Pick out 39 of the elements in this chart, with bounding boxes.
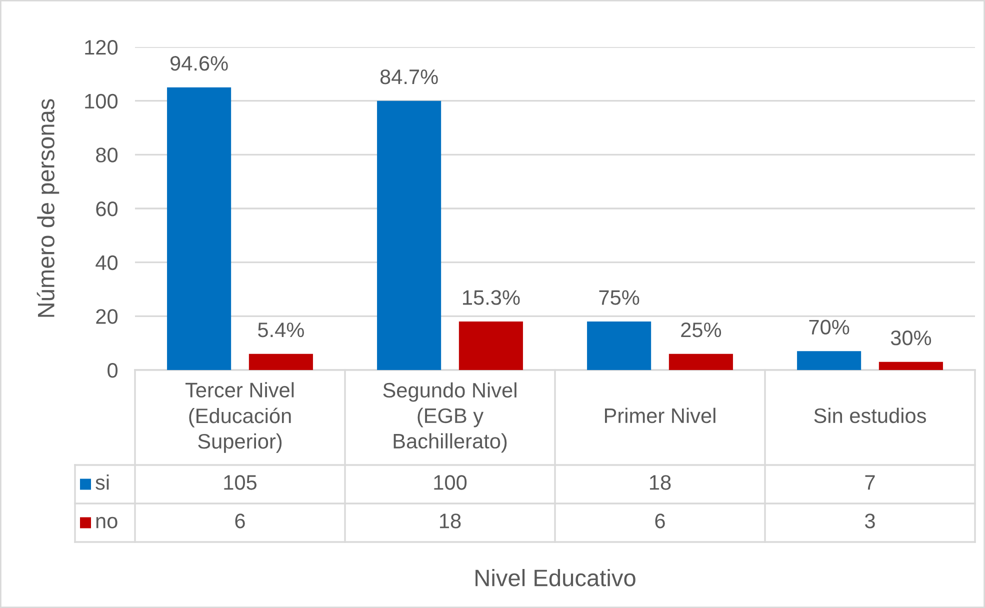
y-tick-label: 120 bbox=[85, 40, 118, 55]
annotation: 84.7% bbox=[380, 69, 438, 84]
bar bbox=[587, 322, 652, 370]
y-tick-label: 80 bbox=[96, 148, 118, 162]
x-tick-label: Segundo Nivel (EGB y Bachillerato) bbox=[383, 382, 516, 453]
data-label: 18 bbox=[440, 514, 461, 528]
bar bbox=[458, 322, 523, 370]
data-label: 100 bbox=[434, 475, 467, 490]
data-label: 6 bbox=[655, 514, 665, 528]
y-tick-label: 60 bbox=[96, 202, 118, 216]
legend-label: no bbox=[96, 516, 118, 528]
data-label: 7 bbox=[865, 475, 875, 490]
annotation: 75% bbox=[599, 290, 640, 305]
annotation: 5.4% bbox=[258, 322, 304, 338]
x-axis-title: Nivel Educativo bbox=[476, 568, 636, 586]
data-label: 18 bbox=[650, 475, 671, 490]
data-label: 6 bbox=[235, 514, 245, 528]
data-label: 3 bbox=[865, 514, 875, 528]
y-tick-label: 20 bbox=[96, 309, 118, 324]
annotation: 70% bbox=[809, 320, 850, 335]
annotation: 94.6% bbox=[170, 56, 228, 71]
annotation: 25% bbox=[681, 322, 722, 338]
bar bbox=[878, 362, 943, 370]
bar bbox=[167, 87, 232, 370]
bar bbox=[797, 351, 862, 370]
data-label: 105 bbox=[224, 475, 257, 490]
y-tick-label: 100 bbox=[85, 94, 118, 109]
y-axis-title: Número de personas bbox=[36, 99, 60, 317]
y-tick-label: 0 bbox=[108, 363, 118, 378]
x-tick-label: Sin estudios bbox=[814, 408, 926, 424]
annotation: 30% bbox=[890, 330, 932, 346]
annotation: 15.3% bbox=[463, 290, 520, 305]
bar bbox=[377, 100, 442, 370]
y-tick-label: 40 bbox=[96, 255, 118, 270]
x-tick-label: Tercer Nivel (Educación Superior) bbox=[185, 382, 294, 453]
x-tick-label: Primer Nivel bbox=[604, 408, 716, 424]
legend-label: si bbox=[96, 474, 109, 490]
bar bbox=[248, 354, 313, 370]
bar bbox=[668, 354, 733, 370]
